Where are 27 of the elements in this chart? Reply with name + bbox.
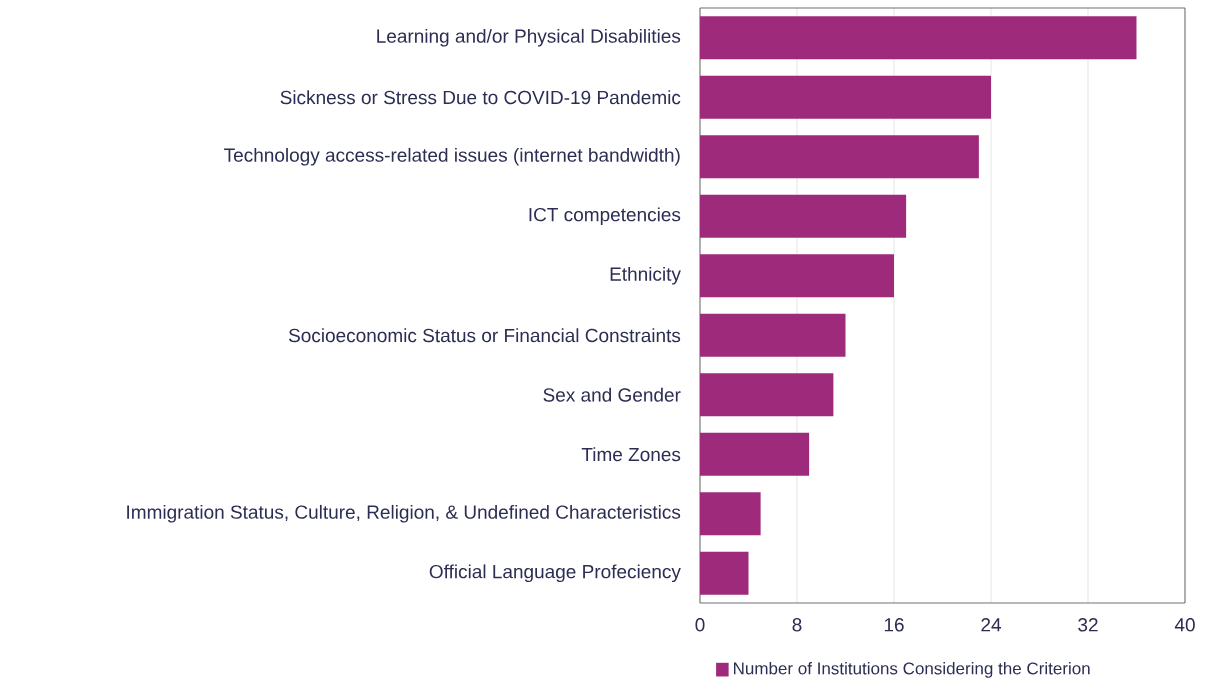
x-tick-label: 32	[1078, 618, 1098, 632]
bar	[700, 551, 749, 595]
x-tick-label: 24	[981, 618, 1001, 632]
bar	[700, 254, 894, 298]
bar	[700, 194, 907, 238]
bar	[700, 492, 761, 536]
bar	[700, 313, 846, 357]
y-tick-label: Immigration Status, Culture, Religion, & Undefined Characteristics	[127, 504, 681, 523]
y-tick-label: Technology access-related issues (internet bandwidth)	[224, 147, 680, 166]
bar	[700, 16, 1137, 60]
x-tick-label: 0	[695, 618, 705, 632]
bar	[700, 432, 810, 476]
y-tick-label: Sickness or Stress Due to COVID-19 Pandemic	[280, 90, 681, 105]
y-tick-label: Sex and Gender	[543, 387, 681, 402]
bar	[700, 135, 979, 179]
x-tick-label: 16	[884, 618, 904, 632]
x-tick-label: 40	[1174, 618, 1195, 632]
y-tick-label: Time Zones	[581, 447, 681, 462]
y-tick-label: ICT competencies	[529, 207, 681, 226]
y-tick-label: Learning and/or Physical Disabilities	[377, 28, 681, 47]
bar	[700, 373, 834, 417]
legend-label: Number of Institutions Considering the Criterion	[734, 661, 1090, 678]
bar	[700, 75, 991, 119]
y-tick-label: Socioeconomic Status or Financial Constraints	[288, 328, 681, 343]
x-tick-label: 8	[792, 618, 802, 632]
y-tick-label: Ethnicity	[610, 266, 681, 285]
y-tick-label: Official Language Profeciency	[429, 564, 681, 583]
